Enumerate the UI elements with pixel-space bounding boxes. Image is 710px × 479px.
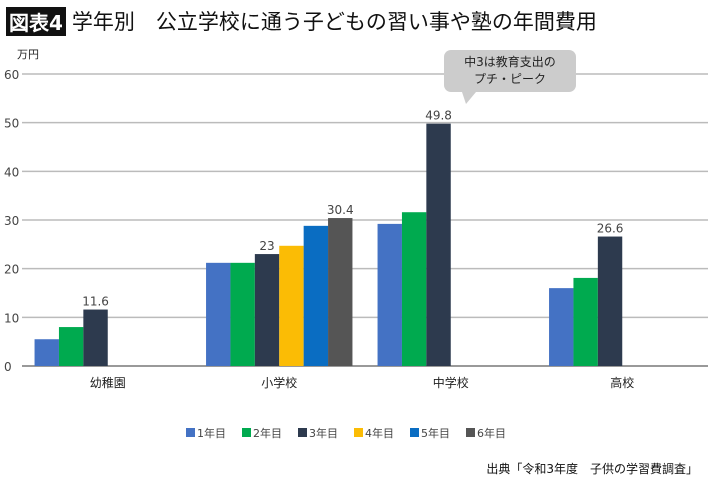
data-label: 26.6 [597, 222, 624, 236]
bar-3年目 [426, 123, 451, 366]
y-axis-unit: 万円 [17, 48, 39, 61]
legend-label: 5年目 [421, 426, 450, 440]
legend-swatch [242, 428, 251, 437]
x-tick-label: 中学校 [433, 375, 469, 390]
x-tick-label: 小学校 [261, 375, 297, 390]
bar-3年目 [254, 254, 280, 366]
y-tick-label: 40 [4, 165, 19, 179]
legend-label: 2年目 [253, 426, 282, 440]
y-tick-label: 20 [4, 263, 19, 277]
title-text: 学年別 公立学校に通う子どもの習い事や塾の年間費用 [71, 10, 597, 34]
y-tick-label: 50 [4, 117, 19, 131]
bar-2年目 [230, 262, 255, 366]
data-label: 30.4 [327, 203, 354, 217]
x-tick-label: 高校 [610, 375, 634, 390]
bar-3年目 [597, 236, 623, 366]
annotation-callout: 中3は教育支出の プチ・ピーク [444, 50, 576, 104]
bar-2年目 [401, 212, 427, 366]
y-tick-label: 0 [4, 360, 12, 374]
y-tick-label: 10 [4, 311, 19, 325]
chart-title: 図表4 学年別 公立学校に通う子どもの習い事や塾の年間費用 [6, 6, 597, 36]
data-label: 23 [259, 239, 274, 253]
bar-2年目 [58, 327, 84, 366]
legend-swatch [298, 428, 307, 437]
source-note: 出典「令和3年度 子供の学習費調査」 [486, 462, 698, 476]
legend-label: 1年目 [197, 426, 226, 440]
bar-1年目 [549, 288, 574, 366]
figure-badge: 図表4 [6, 6, 66, 36]
y-tick-label: 60 [4, 68, 19, 82]
legend-swatch [186, 428, 195, 437]
bar-1年目 [34, 339, 59, 366]
bar-4年目 [279, 245, 304, 366]
legend-label: 4年目 [365, 426, 394, 440]
y-tick-label: 30 [4, 214, 19, 228]
bar-6年目 [328, 218, 353, 366]
legend-swatch [466, 428, 475, 437]
bar-3年目 [83, 309, 108, 366]
x-tick-label: 幼稚園 [90, 376, 126, 390]
bar-1年目 [206, 262, 231, 366]
data-label: 11.6 [82, 295, 109, 309]
bar-2年目 [573, 277, 598, 366]
callout-line-2: プチ・ピーク [473, 72, 546, 86]
bar-5年目 [303, 225, 329, 366]
legend-label: 3年目 [309, 426, 338, 440]
callout-line-1: 中3は教育支出の [464, 55, 556, 69]
data-label: 49.8 [425, 109, 452, 123]
bar-1年目 [377, 223, 402, 366]
legend-swatch [410, 428, 419, 437]
legend-label: 6年目 [477, 426, 506, 440]
legend-swatch [354, 428, 363, 437]
